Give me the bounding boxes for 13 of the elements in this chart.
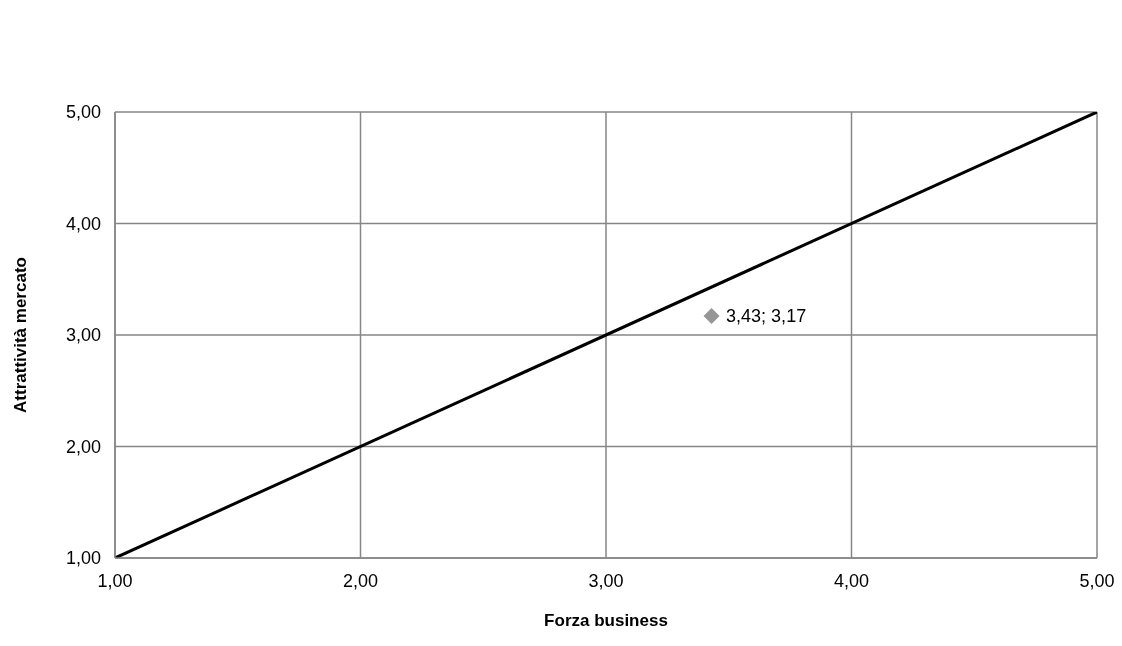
y-tick-label: 5,00: [65, 102, 101, 123]
y-tick-label: 4,00: [65, 213, 101, 234]
x-tick-label: 2,00: [342, 570, 379, 591]
data-label: 3,43; 3,17: [726, 306, 807, 327]
x-tick-label: 3,00: [588, 570, 624, 591]
x-axis-title: Forza business: [544, 611, 668, 630]
x-tick-label: 4,00: [833, 570, 870, 591]
x-tick-label: 5,00: [1079, 570, 1115, 591]
x-tick-label: 1,00: [97, 570, 133, 591]
y-tick-label: 1,00: [65, 548, 101, 569]
y-axis-title: Attrattività mercato: [11, 257, 31, 413]
y-tick-label: 3,00: [65, 325, 101, 346]
y-tick-label: 2,00: [65, 436, 101, 457]
